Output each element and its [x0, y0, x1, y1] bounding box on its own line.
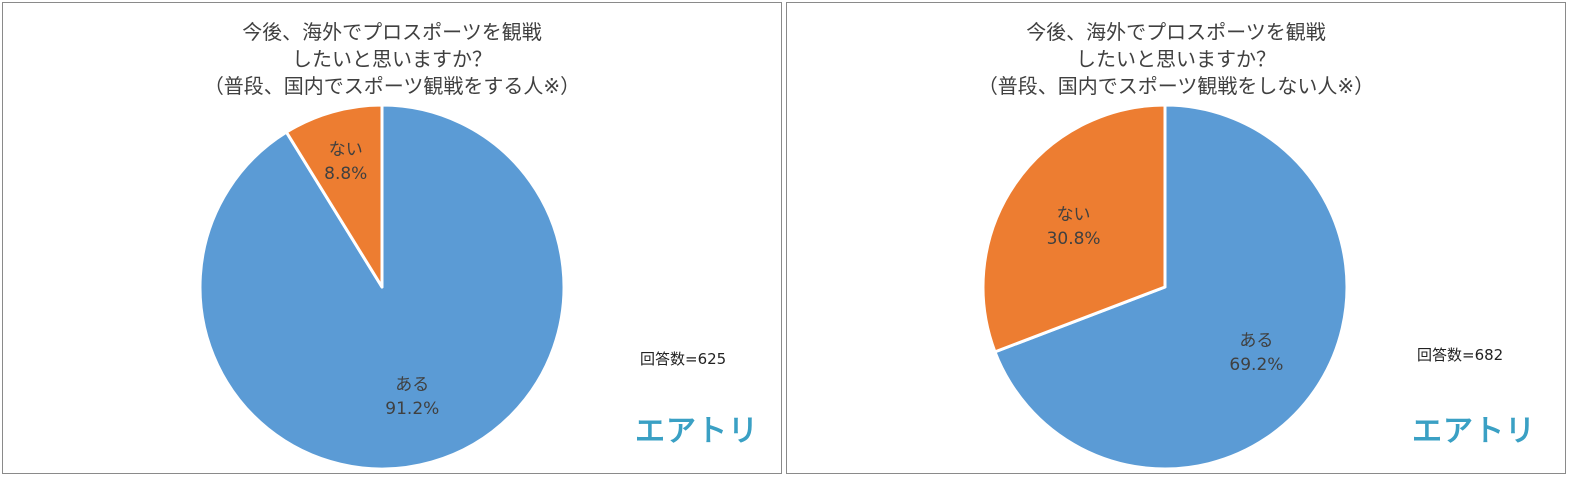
chart-title-line: したいと思いますか？: [1076, 47, 1276, 71]
pie-chart: ある 91.2% ない 8.8%: [198, 103, 566, 471]
chart-panel-left: 今後、海外でプロスポーツを観戦 したいと思いますか？ （普段、国内でスポーツ観戦…: [2, 2, 782, 474]
airtrip-logo: エアトリ: [635, 414, 759, 449]
chart-title: 今後、海外でプロスポーツを観戦 したいと思いますか？ （普段、国内でスポーツ観戦…: [3, 19, 781, 100]
pie-slice-nai: [284, 103, 384, 289]
chart-title-line: 今後、海外でプロスポーツを観戦: [242, 20, 542, 44]
response-count: 回答数=682: [1417, 346, 1504, 364]
slice-category-label: ない: [329, 140, 363, 160]
slice-category-label: ない: [1057, 205, 1091, 225]
pie-slice-nai: [981, 103, 1167, 354]
chart-title-line: 今後、海外でプロスポーツを観戦: [1026, 20, 1326, 44]
chart-title-line: （普段、国内でスポーツ観戦をする人※）: [203, 74, 581, 98]
slice-percent-label: 8.8%: [324, 164, 367, 184]
pie-slice-aru: [993, 103, 1349, 471]
slice-percent-label: 69.2%: [1229, 355, 1283, 375]
airtrip-logo: エアトリ: [1412, 414, 1536, 449]
chart-title-line: （普段、国内でスポーツ観戦をしない人※）: [977, 74, 1375, 98]
chart-title-line: したいと思いますか？: [292, 47, 492, 71]
slice-percent-label: 91.2%: [385, 399, 439, 419]
slice-percent-label: 30.8%: [1047, 229, 1101, 249]
chart-title: 今後、海外でプロスポーツを観戦 したいと思いますか？ （普段、国内でスポーツ観戦…: [787, 19, 1565, 100]
chart-panel-right: 今後、海外でプロスポーツを観戦 したいと思いますか？ （普段、国内でスポーツ観戦…: [786, 2, 1566, 474]
slice-category-label: ある: [395, 375, 429, 395]
response-count: 回答数=625: [640, 350, 727, 368]
slice-category-label: ある: [1239, 331, 1273, 351]
pie-chart: ある 69.2% ない 30.8%: [981, 103, 1349, 471]
